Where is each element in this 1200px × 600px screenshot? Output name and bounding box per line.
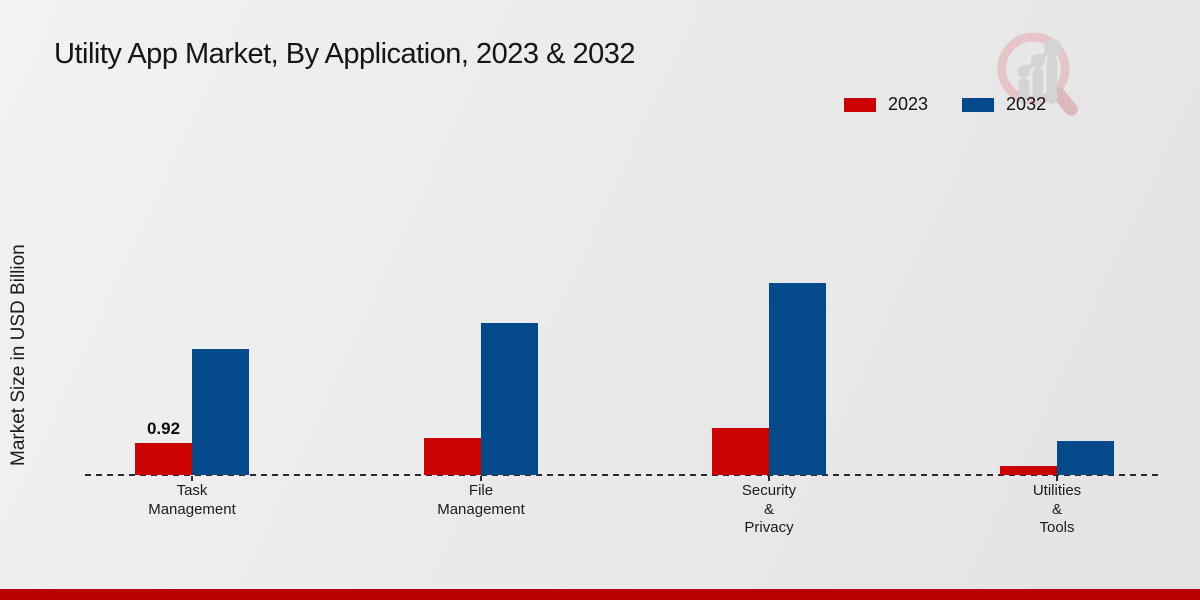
category-label-security-privacy: Security & Privacy: [741, 482, 797, 536]
bar-2032-security-privacy: [769, 283, 826, 475]
legend-swatch-2032: [961, 96, 996, 113]
bar-2032-task-management: [192, 349, 249, 475]
x-axis-tick: [480, 476, 482, 481]
legend-swatch-2023: [843, 96, 877, 113]
bar-2032-utilities-tools: [1057, 440, 1114, 475]
category-label-file-management: File Management: [437, 482, 525, 518]
footer-accent-bar: [0, 589, 1200, 600]
category-label-task-management: Task Management: [148, 482, 236, 518]
legend: 2023 2032: [843, 94, 1046, 115]
legend-item-2023: 2023: [843, 94, 928, 115]
legend-label: 2032: [1006, 94, 1047, 114]
bar-value-label: 0.92: [146, 419, 181, 439]
legend-item-2032: 2032: [961, 94, 1046, 115]
bar-2023-task-management: [135, 443, 192, 475]
chart-title: Utility App Market, By Application, 2023…: [54, 38, 636, 70]
magnifier-bar-chart-logo-icon: [993, 30, 1081, 118]
bar-2032-file-management: [481, 323, 538, 475]
x-axis-line: [85, 474, 1163, 476]
bar-2023-security-privacy: [712, 428, 769, 475]
category-label-utilities-tools: Utilities & Tools: [1032, 482, 1082, 536]
legend-label: 2023: [888, 94, 929, 114]
bar-2023-file-management: [424, 438, 481, 475]
bar-2023-utilities-tools: [1000, 465, 1057, 475]
x-axis-tick: [768, 476, 770, 481]
x-axis-tick: [191, 476, 193, 481]
x-axis-tick: [1056, 476, 1058, 481]
